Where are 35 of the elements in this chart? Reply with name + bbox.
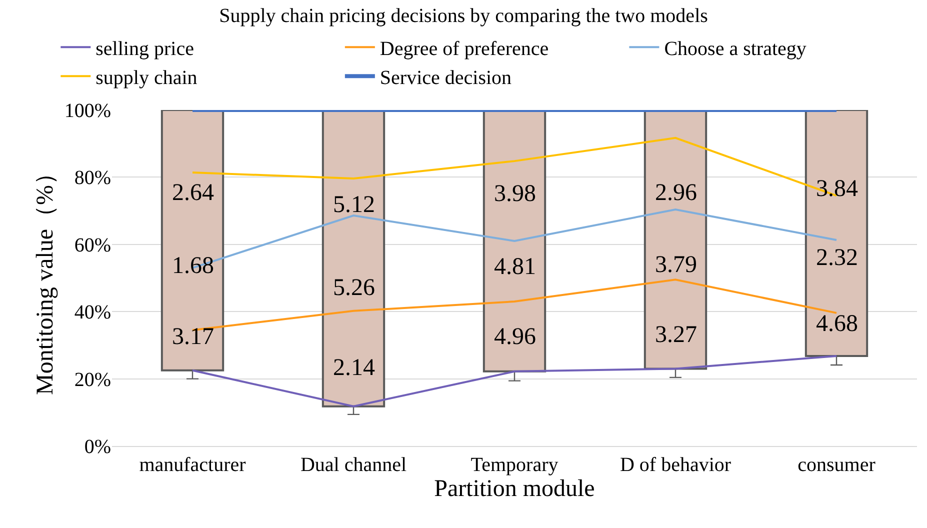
x-tick-label: manufacturer: [139, 454, 246, 476]
annotation: 4.81: [494, 254, 536, 280]
annotation: 5.12: [333, 192, 375, 218]
annotation: 3.84: [816, 176, 858, 202]
legend-label: Service decision: [380, 66, 512, 89]
chart-title: Supply chain pricing decisions by comparing the two models: [219, 4, 708, 27]
annotation: 2.96: [655, 180, 697, 206]
legend-label: supply chain: [96, 66, 198, 89]
x-tick-label: consumer: [798, 454, 876, 476]
annotation: 2.32: [816, 245, 858, 271]
x-tick-label: D of behavior: [620, 454, 732, 476]
annotation: 4.96: [494, 324, 536, 350]
y-tick-label: 100%: [64, 100, 111, 122]
y-tick-label: 40%: [74, 302, 111, 324]
annotation: 3.98: [494, 181, 536, 207]
x-tick-label: Dual channel: [300, 454, 407, 476]
y-tick-label: 60%: [74, 234, 111, 256]
x-tick-label: Temporary: [470, 454, 558, 476]
legend-label: Degree of preference: [380, 38, 549, 60]
annotation: 2.64: [172, 180, 214, 206]
annotation: 3.17: [172, 324, 214, 350]
annotation: 4.68: [816, 311, 858, 337]
line-series: [192, 354, 838, 408]
annotation: 1.68: [172, 253, 214, 279]
y-tick-label: 20%: [74, 368, 111, 391]
legend-label: Choose a strategy: [664, 38, 806, 60]
annotation: 3.27: [655, 322, 697, 348]
y-axis-title: Montitoing value（%）: [32, 161, 58, 395]
annotation: 3.79: [655, 252, 697, 278]
annotation: 2.14: [333, 355, 375, 381]
x-axis-title: Partition module: [434, 476, 595, 502]
annotation: 5.26: [333, 275, 375, 301]
legend-label: selling price: [96, 38, 194, 60]
y-tick-label: 80%: [74, 167, 111, 190]
y-tick-label: 0%: [84, 436, 111, 458]
